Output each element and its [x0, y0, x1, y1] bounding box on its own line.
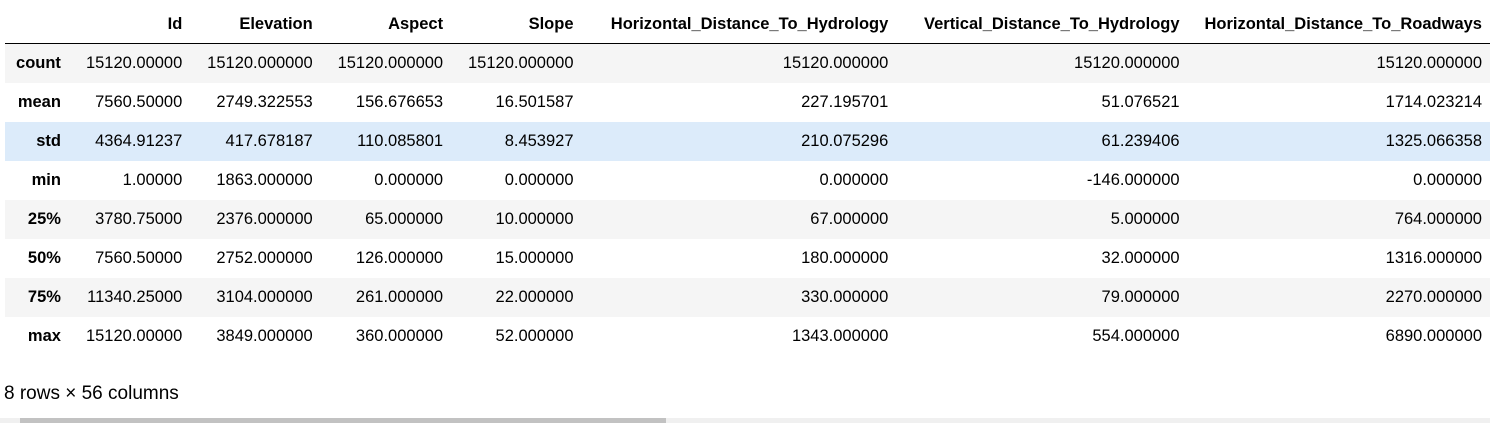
- table-cell: 6890.000000: [1385, 327, 1482, 345]
- table-cell: 3104.000000: [216, 288, 313, 306]
- table-cell: 417.678187: [225, 132, 313, 150]
- table-cell: 32.000000: [1101, 249, 1180, 267]
- table-cell: 1714.023214: [1385, 93, 1482, 111]
- table-cell: 2376.000000: [216, 210, 313, 228]
- table-cell: 15120.000000: [1376, 54, 1482, 72]
- table-cell: 0.000000: [1413, 171, 1482, 189]
- table-row: std 4364.91237 417.678187 110.085801 8.45392…: [5, 122, 1490, 161]
- table-cell: 1325.066358: [1385, 132, 1482, 150]
- row-index-label: count: [16, 54, 61, 72]
- table-row: 25% 3780.75000 2376.000000 65.000000 10.0000…: [5, 200, 1490, 239]
- table-cell: 764.000000: [1394, 210, 1482, 228]
- table-cell: 554.000000: [1092, 327, 1180, 345]
- table-cell: 15120.000000: [467, 54, 574, 72]
- column-header: Vertical_Distance_To_Hydrology: [896, 5, 1188, 44]
- table-cell: 15120.00000: [85, 327, 183, 345]
- table-body: count 15120.00000 15120.000000 15120.000000…: [5, 43, 1490, 356]
- shape-summary: 8 rows × 56 columns: [4, 383, 179, 404]
- dataframe-viewport: Id Elevation Aspect Slope Horizontal_Distanc…: [5, 5, 1490, 360]
- describe-table: Id Elevation Aspect Slope Horizontal_Distanc…: [5, 5, 1490, 356]
- table-row: min 1.00000 1863.000000 0.000000 0.000000 0.0…: [5, 161, 1490, 200]
- table-cell: 22.000000: [495, 288, 574, 306]
- table-cell: 7560.50000: [95, 93, 183, 111]
- table-cell: 65.000000: [365, 210, 444, 228]
- table-cell: 0.000000: [374, 171, 444, 189]
- table-cell: 180.000000: [801, 249, 889, 267]
- table-cell: 52.000000: [495, 327, 574, 345]
- table-cell: 51.076521: [1101, 93, 1180, 111]
- table-row: max 15120.00000 3849.000000 360.000000 52.00…: [5, 317, 1490, 356]
- table-cell: -146.000000: [1086, 171, 1180, 189]
- table-cell: 1316.000000: [1385, 249, 1482, 267]
- row-index-label: max: [27, 327, 61, 345]
- table-cell: 360.000000: [355, 327, 444, 345]
- table-header: Id Elevation Aspect Slope Horizontal_Distanc…: [5, 5, 1490, 44]
- table-cell: 8.453927: [504, 132, 574, 150]
- row-index-label: 25%: [27, 210, 61, 228]
- table-cell: 330.000000: [801, 288, 889, 306]
- table-cell: 3780.75000: [95, 210, 183, 228]
- table-cell: 1343.000000: [791, 327, 889, 345]
- row-index-label: std: [36, 132, 61, 150]
- column-header: Aspect: [320, 5, 452, 44]
- table-cell: 16.501587: [495, 93, 574, 111]
- table-row: mean 7560.50000 2749.322553 156.676653 16.50…: [5, 83, 1490, 122]
- table-cell: 15120.000000: [1074, 54, 1180, 72]
- table-cell: 3849.000000: [216, 327, 313, 345]
- table-cell: 15120.000000: [207, 54, 313, 72]
- column-header: Horizontal_Distance_To_Hydrology: [581, 5, 897, 44]
- table-cell: 2752.000000: [216, 249, 313, 267]
- table-cell: 2749.322553: [216, 93, 313, 111]
- scrollbar-thumb[interactable]: [20, 418, 666, 423]
- table-cell: 1863.000000: [216, 171, 313, 189]
- table-cell: 4364.91237: [95, 132, 183, 150]
- row-index-label: min: [31, 171, 61, 189]
- table-cell: 227.195701: [801, 93, 889, 111]
- table-cell: 15120.000000: [337, 54, 444, 72]
- column-header: Id: [68, 5, 191, 44]
- table-cell: 0.000000: [504, 171, 574, 189]
- table-cell: 110.085801: [357, 132, 444, 150]
- column-header: Elevation: [190, 5, 321, 44]
- table-cell: 210.075296: [801, 132, 889, 150]
- table-cell: 7560.50000: [95, 249, 183, 267]
- table-cell: 11340.25000: [87, 288, 183, 306]
- table-cell: 1.00000: [122, 171, 183, 189]
- table-cell: 261.000000: [355, 288, 444, 306]
- table-cell: 15120.00000: [85, 54, 183, 72]
- table-cell: 79.000000: [1101, 288, 1180, 306]
- header-row: Id Elevation Aspect Slope Horizontal_Distanc…: [5, 5, 1490, 44]
- table-cell: 0.000000: [819, 171, 889, 189]
- table-cell: 2270.000000: [1385, 288, 1482, 306]
- table-cell: 126.000000: [355, 249, 444, 267]
- table-row: count 15120.00000 15120.000000 15120.000000…: [5, 43, 1490, 83]
- table-row: 50% 7560.50000 2752.000000 126.000000 15.000…: [5, 239, 1490, 278]
- column-header: Horizontal_Distance_To_Roadways: [1187, 5, 1490, 44]
- row-index-label: mean: [17, 93, 61, 111]
- table-cell: 15.000000: [495, 249, 574, 267]
- index-header-blank: [5, 5, 69, 44]
- table-cell: 67.000000: [810, 210, 889, 228]
- table-cell: 156.676653: [355, 93, 444, 111]
- column-header: Slope: [451, 5, 582, 44]
- row-index-label: 75%: [27, 288, 61, 306]
- table-cell: 61.239406: [1101, 132, 1180, 150]
- row-index-label: 50%: [27, 249, 61, 267]
- table-cell: 15120.000000: [782, 54, 889, 72]
- table-cell: 10.000000: [495, 210, 574, 228]
- table-row: 75% 11340.25000 3104.000000 261.000000 22.00…: [5, 278, 1490, 317]
- horizontal-scrollbar[interactable]: [0, 418, 1490, 423]
- table-cell: 5.000000: [1110, 210, 1180, 228]
